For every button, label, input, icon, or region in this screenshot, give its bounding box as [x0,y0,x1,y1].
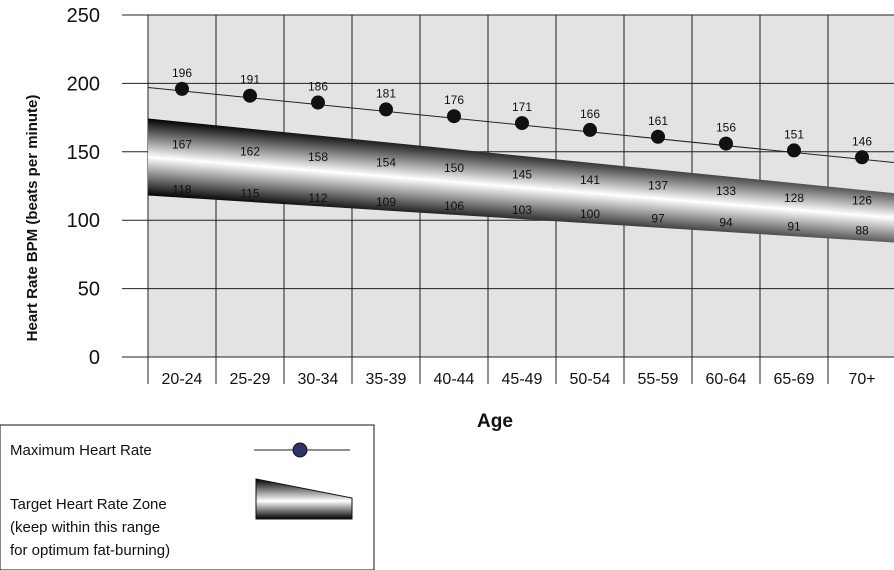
y-tick-label: 250 [67,5,100,27]
max-heart-rate-marker [175,81,189,96]
y-tick-label: 200 [67,73,100,95]
zone-lower-value: 112 [308,191,327,205]
max-heart-rate-value: 151 [784,127,804,141]
zone-upper-value: 133 [716,184,736,198]
x-tick-label: 35-39 [366,371,407,388]
zone-lower-value: 100 [580,207,600,221]
zone-lower-value: 103 [512,203,532,217]
max-heart-rate-marker [515,116,529,131]
max-heart-rate-marker [379,102,393,117]
max-heart-rate-marker [787,143,801,158]
x-tick-label: 30-34 [298,371,339,388]
max-heart-rate-value: 191 [240,73,260,87]
max-heart-rate-marker [243,88,257,103]
zone-lower-value: 94 [719,215,733,229]
x-tick-label: 55-59 [638,371,679,388]
legend-label-target-zone: Target Heart Rate Zone [10,496,167,513]
zone-lower-value: 97 [651,211,665,225]
x-axis-title: Age [477,411,513,432]
legend-label-target-zone: for optimum fat-burning) [10,542,170,559]
max-heart-rate-value: 161 [648,114,668,128]
max-heart-rate-marker [719,136,733,151]
x-tick-label: 70+ [848,371,875,388]
max-heart-rate-marker [855,150,869,165]
max-heart-rate-marker [651,129,665,144]
legend-marker-icon [292,442,308,458]
max-heart-rate-value: 166 [580,107,600,121]
max-heart-rate-value: 146 [852,134,872,148]
max-heart-rate-value: 186 [308,80,328,94]
y-tick-label: 50 [78,279,100,301]
legend: Maximum Heart Rate Target Heart Rate Zone… [0,424,375,570]
zone-upper-value: 158 [308,150,328,164]
x-tick-label: 20-24 [162,371,203,388]
legend-label-target-zone: (keep within this range [10,519,160,536]
y-tick-label: 0 [89,347,100,369]
max-heart-rate-value: 171 [512,100,532,114]
zone-lower-value: 118 [172,183,191,197]
legend-zone-icon [255,478,353,520]
zone-lower-value: 88 [855,224,869,238]
zone-upper-value: 145 [512,168,532,182]
zone-lower-value: 109 [376,195,396,209]
zone-lower-value: 106 [444,199,464,213]
max-heart-rate-value: 196 [172,66,192,80]
max-heart-rate-marker [447,109,461,124]
x-tick-label: 40-44 [434,371,475,388]
zone-upper-value: 167 [172,138,192,152]
zone-upper-value: 150 [444,161,464,175]
zone-upper-value: 141 [580,173,600,187]
zone-upper-value: 137 [648,179,668,193]
zone-upper-value: 128 [784,191,804,205]
max-heart-rate-value: 156 [716,121,736,135]
y-tick-label: 100 [67,210,100,232]
zone-upper-value: 154 [376,155,396,169]
x-tick-label: 60-64 [706,371,747,388]
max-heart-rate-marker [583,122,597,137]
zone-upper-value: 162 [240,144,260,158]
x-tick-label: 65-69 [774,371,815,388]
zone-upper-value: 126 [852,194,872,208]
max-heart-rate-value: 181 [376,86,396,100]
y-tick-label: 150 [67,142,100,164]
x-tick-label: 50-54 [570,371,611,388]
y-axis-title: Heart Rate BPM (beats per minute) [24,95,41,342]
max-heart-rate-marker [311,95,325,110]
x-tick-label: 45-49 [502,371,543,388]
zone-lower-value: 115 [240,187,259,201]
target-zone-band [148,118,894,243]
x-tick-label: 25-29 [230,371,271,388]
zone-lower-value: 91 [787,220,801,234]
max-heart-rate-value: 176 [444,93,464,107]
legend-label-max-heart-rate: Maximum Heart Rate [10,442,152,459]
